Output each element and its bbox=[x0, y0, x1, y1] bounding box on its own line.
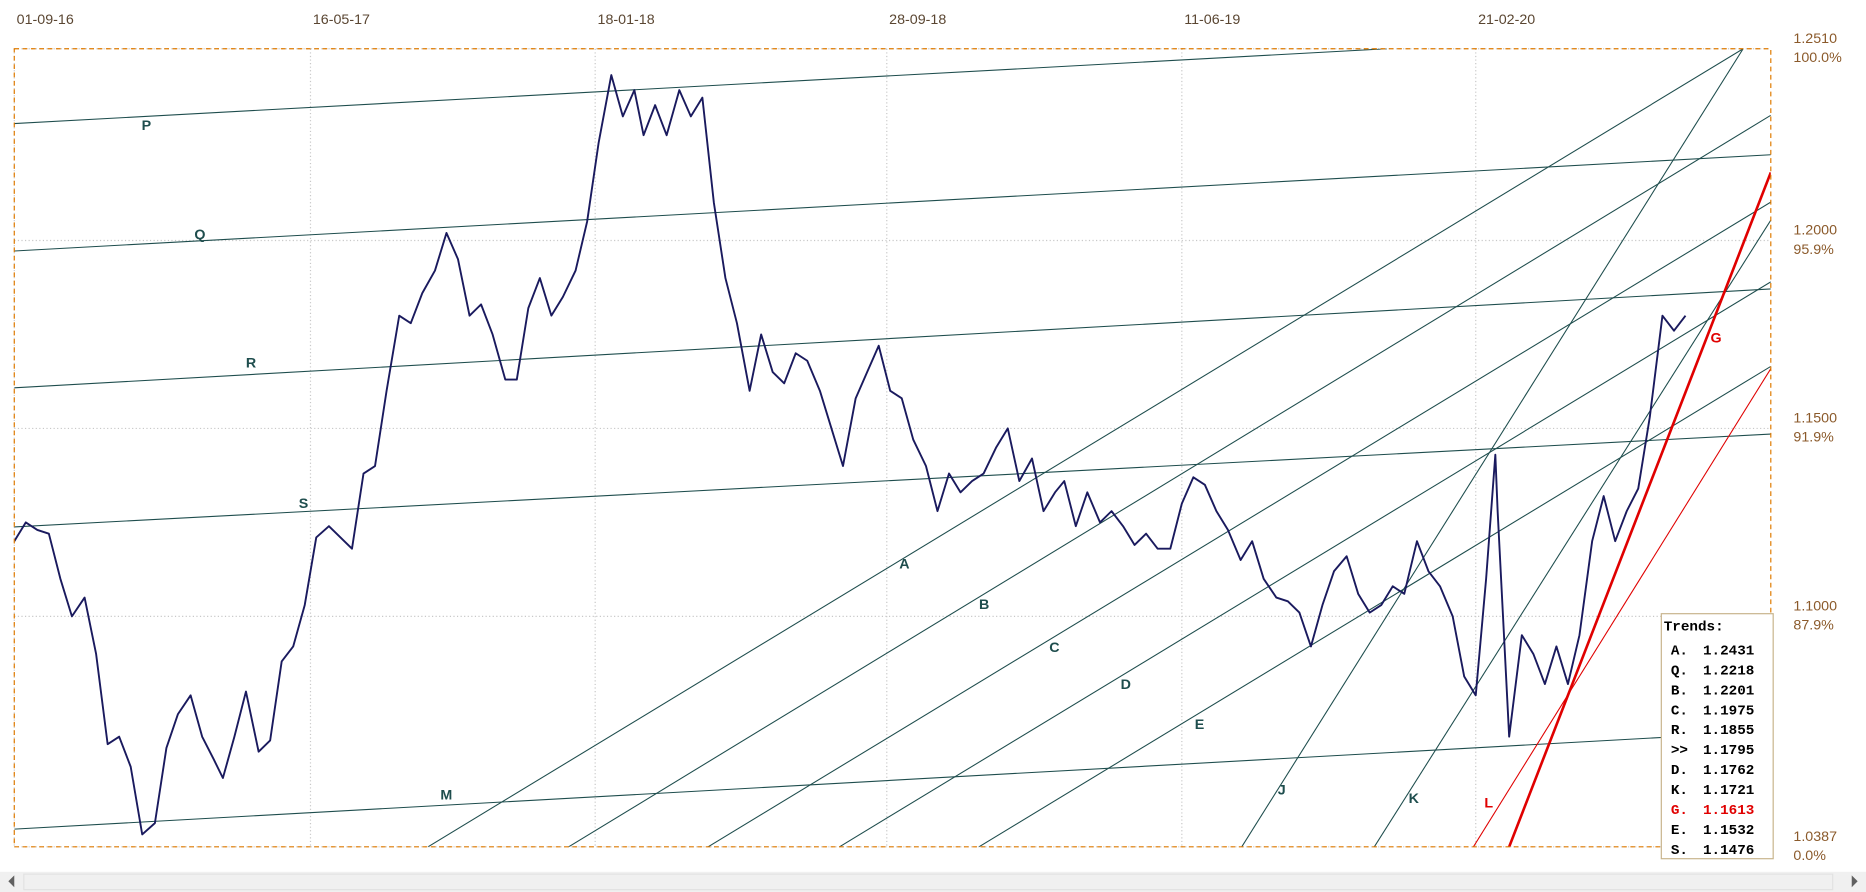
x-tick-label: 21-02-20 bbox=[1478, 12, 1535, 28]
y-tick-label: 1.1000 bbox=[1793, 599, 1837, 615]
trend-label: A bbox=[899, 557, 909, 573]
legend-value: 1.1721 bbox=[1703, 783, 1754, 799]
trend-line bbox=[14, 730, 1771, 830]
x-tick-label: 18-01-18 bbox=[598, 12, 655, 28]
legend-key: B. bbox=[1671, 683, 1688, 699]
labels: 01-09-16 16-05-17 18-01-18 28-09-18 11-06-19… bbox=[17, 12, 1842, 864]
trend-line bbox=[568, 114, 1771, 847]
x-tick-label: 16-05-17 bbox=[313, 12, 370, 28]
y-tick-percent-label: 0.0% bbox=[1793, 848, 1826, 864]
plot-border bbox=[13, 48, 1772, 848]
legend-key: D. bbox=[1671, 763, 1688, 779]
trend-line bbox=[978, 365, 1771, 847]
trend-label: E bbox=[1195, 717, 1205, 733]
x-tick-label: 01-09-16 bbox=[17, 12, 74, 28]
trend-line bbox=[1373, 219, 1771, 847]
y-tick-label: 1.1500 bbox=[1793, 411, 1837, 427]
legend-key: K. bbox=[1671, 783, 1688, 799]
legend-key: Q. bbox=[1671, 663, 1688, 679]
trendlines bbox=[14, 48, 1771, 847]
legend-title: Trends: bbox=[1664, 620, 1724, 636]
legend-value: 1.1855 bbox=[1703, 723, 1754, 739]
trend-line bbox=[1241, 48, 1744, 847]
scroll-right-arrow[interactable] bbox=[1851, 875, 1858, 888]
y-tick-label: 1.0387 bbox=[1793, 829, 1837, 845]
legend-value: 1.1613 bbox=[1703, 803, 1754, 819]
trend-line bbox=[14, 288, 1771, 389]
legend-value: 1.2431 bbox=[1703, 643, 1754, 659]
trend-label: C bbox=[1049, 640, 1059, 656]
legend-key: >> bbox=[1671, 743, 1688, 759]
y-tick-label: 1.2510 bbox=[1793, 31, 1837, 47]
trend-label: J bbox=[1278, 783, 1286, 799]
trend-line bbox=[14, 48, 1388, 125]
legend: Trends: A. 1.2431 Q. 1.2218 B. 1.2201 C. 1.1975 R… bbox=[1660, 613, 1774, 860]
scrollbar-thumb[interactable] bbox=[23, 873, 1834, 891]
legend-value: 1.1476 bbox=[1703, 843, 1754, 859]
trend-line bbox=[707, 201, 1771, 847]
scroll-left-arrow[interactable] bbox=[8, 875, 15, 888]
x-tick-label: 28-09-18 bbox=[889, 12, 946, 28]
legend-value: 1.1762 bbox=[1703, 763, 1754, 779]
y-tick-label: 1.2000 bbox=[1793, 223, 1837, 239]
y-tick-percent-label: 87.9% bbox=[1793, 618, 1834, 634]
trend-line bbox=[427, 48, 1744, 847]
y-tick-percent-label: 100.0% bbox=[1793, 50, 1842, 66]
trend-label: P bbox=[142, 118, 152, 134]
trend-label: S bbox=[299, 496, 309, 512]
trend-line bbox=[839, 281, 1771, 847]
trend-label: L bbox=[1484, 796, 1493, 812]
trend-line bbox=[14, 433, 1771, 528]
legend-key: G. bbox=[1671, 803, 1688, 819]
legend-value: 1.1532 bbox=[1703, 823, 1754, 839]
legend-value: 1.2218 bbox=[1703, 663, 1754, 679]
price-area bbox=[14, 74, 1687, 836]
x-tick-label: 11-06-19 bbox=[1184, 12, 1240, 28]
trend-label: R bbox=[246, 356, 257, 372]
legend-key: R. bbox=[1671, 723, 1688, 739]
scrollbar[interactable] bbox=[0, 871, 1866, 892]
trend-label: G bbox=[1710, 331, 1721, 347]
legend-key: A. bbox=[1671, 643, 1688, 659]
trend-line bbox=[1472, 368, 1771, 847]
trend-line bbox=[1507, 171, 1771, 847]
legend-value: 1.1975 bbox=[1703, 703, 1754, 719]
y-tick-percent-label: 95.9% bbox=[1793, 242, 1834, 258]
y-tick-percent-label: 91.9% bbox=[1793, 430, 1834, 446]
legend-key: C. bbox=[1671, 703, 1688, 719]
trend-label: D bbox=[1121, 677, 1131, 693]
trend-label: B bbox=[979, 597, 989, 613]
trend-label: K bbox=[1409, 791, 1420, 807]
trend-label: Q bbox=[194, 227, 205, 243]
legend-box bbox=[1660, 613, 1774, 860]
legend-value: 1.1795 bbox=[1703, 743, 1754, 759]
trend-label: M bbox=[440, 787, 452, 803]
legend-key: E. bbox=[1671, 823, 1688, 839]
trend-line bbox=[14, 154, 1771, 252]
legend-value: 1.2201 bbox=[1703, 683, 1754, 699]
legend-key: S. bbox=[1671, 843, 1688, 859]
price-line bbox=[14, 74, 1687, 836]
